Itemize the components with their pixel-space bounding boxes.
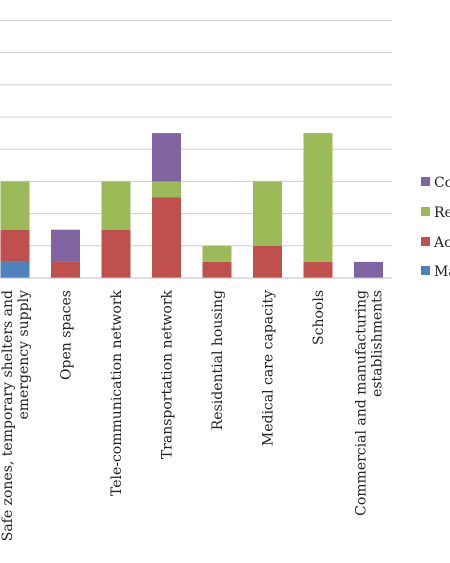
legend: Co Re Ac Ma xyxy=(421,175,450,280)
bar-segment-ac-0 xyxy=(0,229,30,262)
bar-segment-ac-2 xyxy=(101,229,131,278)
x-tick-label: Open spaces xyxy=(59,290,75,380)
bar-segment-re-4 xyxy=(202,245,232,262)
bar-segment-ac-5 xyxy=(253,245,282,278)
bar-segment-re-3 xyxy=(152,181,181,198)
legend-swatch-ac xyxy=(421,237,430,246)
bar-segment-re-6 xyxy=(303,133,333,262)
bar-segment-co-7 xyxy=(354,261,383,278)
bar-segment-ma-0 xyxy=(0,261,30,278)
bar-segment-re-5 xyxy=(253,181,282,246)
legend-label-co: Co xyxy=(434,175,450,191)
bar-segment-ac-6 xyxy=(303,261,333,278)
x-tick-label: Commercial and manufacturingestablishmen… xyxy=(354,290,386,516)
legend-label-re: Re xyxy=(434,205,450,221)
x-tick-label: Safe zones, temporary shelters andemerge… xyxy=(0,290,32,541)
x-tick-label: Residential housing xyxy=(210,290,226,430)
legend-label-ac: Ac xyxy=(433,235,450,251)
bar-segment-re-2 xyxy=(101,181,131,230)
legend-swatch-co xyxy=(421,177,430,186)
legend-swatch-ma xyxy=(421,266,430,275)
bar-segment-re-0 xyxy=(0,181,30,230)
bar-segment-ac-1 xyxy=(51,261,80,278)
x-tick-labels: Safe zones, temporary shelters andemerge… xyxy=(0,289,386,541)
bar-segment-ac-3 xyxy=(152,197,181,278)
legend-swatch-re xyxy=(421,207,430,216)
x-tick-label: Medical care capacity xyxy=(261,290,277,446)
bar-segment-ac-4 xyxy=(202,261,232,278)
bar-segment-co-3 xyxy=(152,133,181,182)
bar-segment-co-1 xyxy=(51,229,80,262)
x-tick-label: Tele-communication network xyxy=(109,289,125,496)
x-tick-label: Schools xyxy=(311,290,327,345)
x-tick-label: Transportation network xyxy=(160,289,176,459)
legend-label-ma: Ma xyxy=(434,264,450,280)
bars xyxy=(0,133,383,278)
